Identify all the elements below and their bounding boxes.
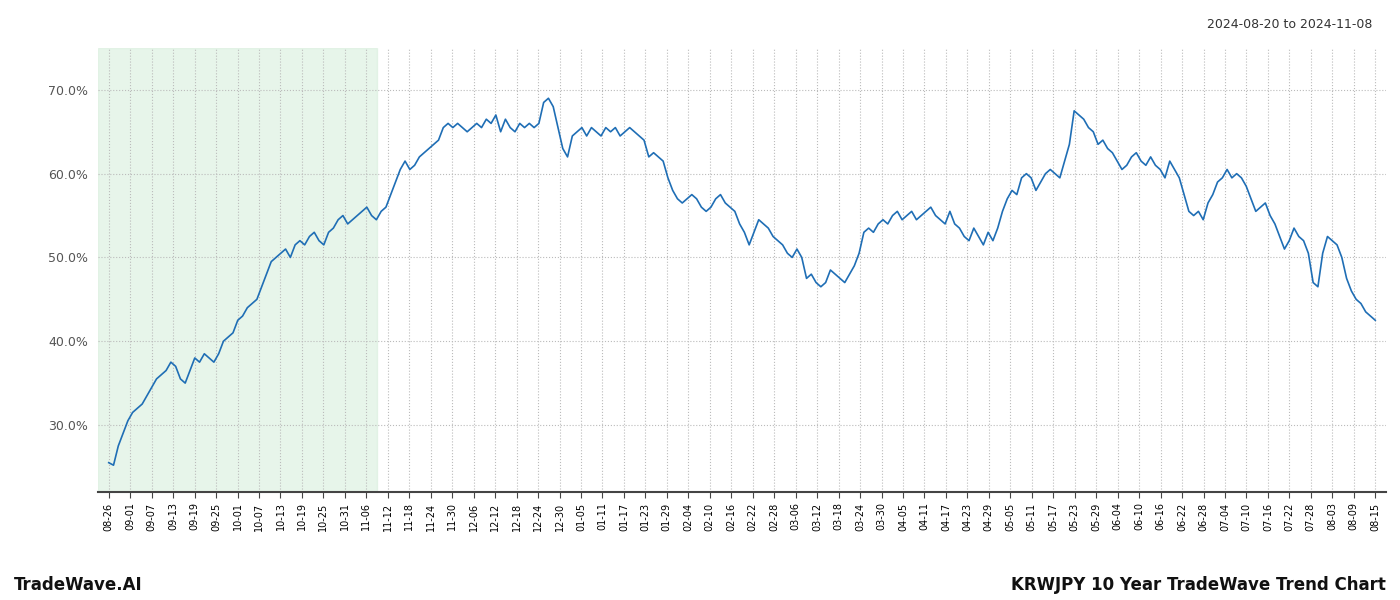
Text: KRWJPY 10 Year TradeWave Trend Chart: KRWJPY 10 Year TradeWave Trend Chart — [1011, 576, 1386, 594]
Text: 2024-08-20 to 2024-11-08: 2024-08-20 to 2024-11-08 — [1207, 18, 1372, 31]
Bar — [98, 48, 377, 492]
Text: TradeWave.AI: TradeWave.AI — [14, 576, 143, 594]
